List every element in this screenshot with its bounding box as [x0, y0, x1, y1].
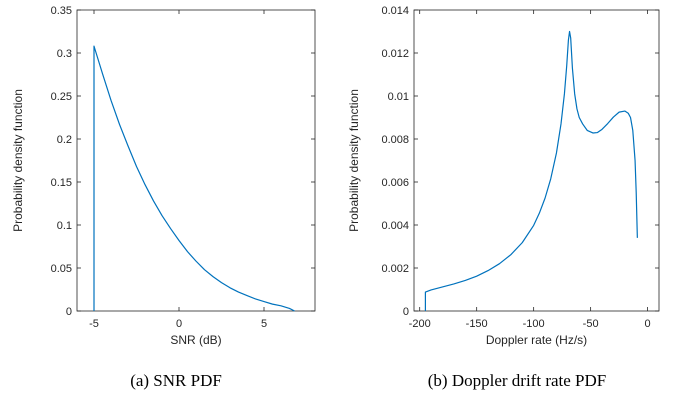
doppler-x-tick-label: 0	[645, 318, 651, 330]
snr-y-ticks: 0 0.05 0.1 0.15 0.2 0.25 0.3 0.35	[51, 5, 315, 318]
snr-plot-frame	[76, 9, 316, 312]
doppler-y-tick-label: 0.01	[388, 91, 409, 103]
snr-y-tick-label: 0.15	[51, 177, 72, 189]
snr-y-tick-label: 0.05	[51, 263, 72, 275]
doppler-x-tick-label: -150	[466, 318, 488, 330]
snr-x-axis-label: SNR (dB)	[170, 333, 221, 347]
doppler-x-tick-label: -100	[523, 318, 545, 330]
snr-y-tick-label: 0.25	[51, 91, 72, 103]
snr-x-tick-label: 0	[176, 318, 182, 330]
doppler-caption: (b) Doppler drift rate PDF	[428, 371, 606, 390]
snr-x-tick-label: 5	[261, 318, 267, 330]
doppler-pdf-line	[424, 30, 638, 311]
snr-caption: (a) SNR PDF	[130, 371, 222, 390]
doppler-y-tick-label: 0.014	[381, 5, 409, 17]
snr-x-tick-label: -5	[89, 318, 99, 330]
snr-y-tick-label: 0	[66, 306, 72, 318]
doppler-y-tick-label: 0.008	[381, 134, 409, 146]
doppler-pdf-panel: 0 0.002 0.004 0.006 0.008 0.01 0.012 0.014 -200…	[347, 5, 660, 390]
snr-y-tick-label: 0.1	[57, 220, 72, 232]
snr-y-axis-label: Probability density function	[11, 89, 25, 232]
snr-y-tick-label: 0.2	[57, 134, 72, 146]
doppler-y-tick-label: 0	[403, 306, 409, 318]
doppler-plot-frame	[413, 9, 660, 312]
snr-pdf-line	[93, 45, 295, 312]
doppler-series	[424, 30, 638, 311]
doppler-x-ticks: -200 -150 -100 -50 0	[409, 10, 651, 330]
snr-y-tick-label: 0.3	[57, 48, 72, 60]
doppler-x-axis-label: Doppler rate (Hz/s)	[486, 333, 587, 347]
snr-x-ticks: -5 0 5	[89, 10, 267, 330]
doppler-y-tick-label: 0.006	[381, 177, 409, 189]
doppler-y-axis-label: Probability density function	[347, 89, 361, 232]
snr-y-tick-label: 0.35	[51, 5, 72, 17]
doppler-x-tick-label: -50	[583, 318, 599, 330]
snr-pdf-panel: 0 0.05 0.1 0.15 0.2 0.25 0.3 0.35 -5 0 5 SNR (dB)…	[11, 5, 316, 390]
doppler-y-tick-label: 0.002	[381, 263, 409, 275]
doppler-y-tick-label: 0.004	[381, 220, 409, 232]
doppler-y-ticks: 0 0.002 0.004 0.006 0.008 0.01 0.012 0.014	[381, 5, 659, 318]
snr-series	[93, 45, 295, 312]
doppler-x-tick-label: -200	[409, 318, 431, 330]
doppler-y-tick-label: 0.012	[381, 48, 409, 60]
